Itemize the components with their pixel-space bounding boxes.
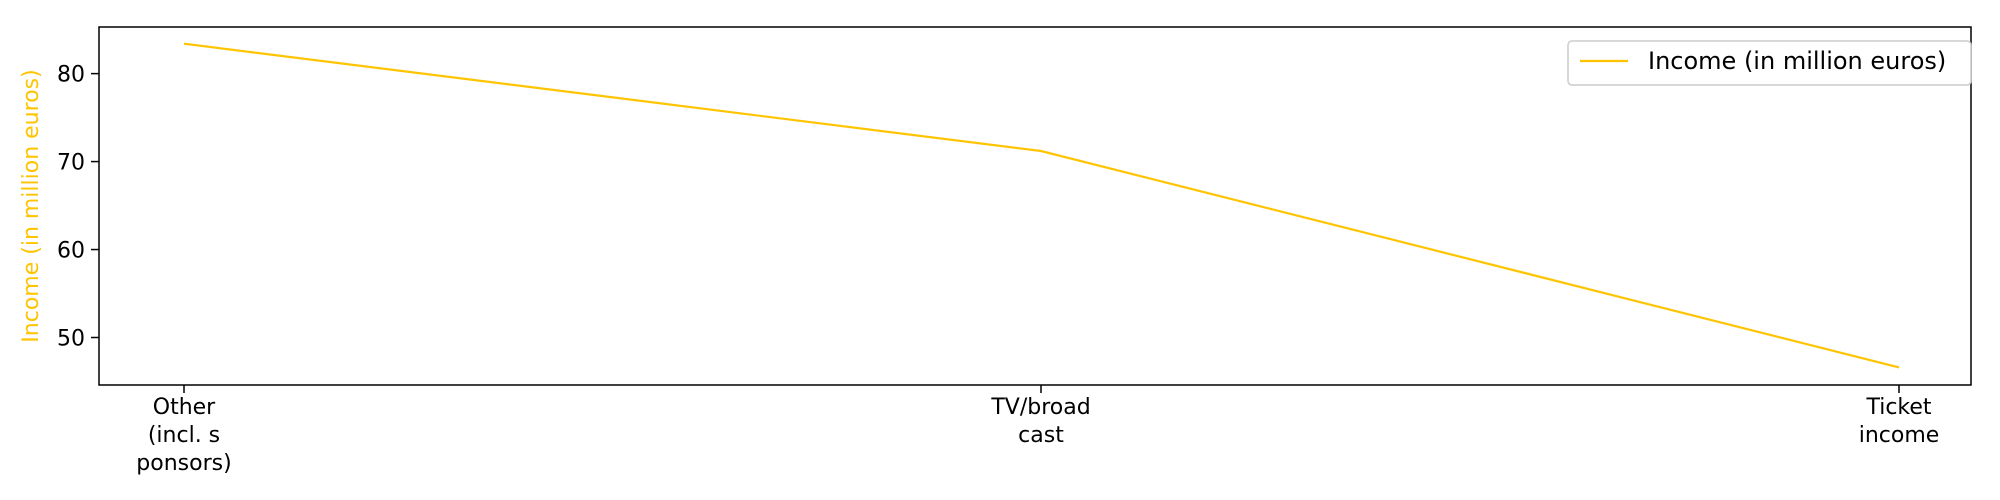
x-tick-label: Ticket income (1859, 395, 1940, 448)
x-tick-label-line: TV/broad (990, 395, 1090, 420)
x-tick-label: TV/broad cast (990, 395, 1090, 448)
y-tick-label: 50 (57, 327, 85, 352)
y-tick-label: 80 (57, 63, 85, 88)
x-tick-label-line: Ticket (1865, 395, 1931, 420)
y-axis-title: Income (in million euros) (19, 69, 44, 342)
x-tick-label-line: Other (153, 395, 216, 420)
y-tick-label: 70 (57, 151, 85, 176)
x-tick-label-line: cast (1018, 423, 1064, 448)
x-tick-label-line: income (1859, 423, 1940, 448)
plot-area (98, 26, 1972, 386)
x-axis-ticks: Other (incl. s ponsors) TV/broad cast Ticket i… (136, 385, 1939, 476)
legend-box (1567, 40, 1972, 86)
legend: Income (in million euros) (1567, 40, 1972, 86)
y-axis-ticks: 50 60 70 80 (57, 63, 99, 352)
y-tick-label: 60 (57, 239, 85, 264)
x-tick-label-line: (incl. s (148, 423, 220, 448)
x-tick-label: Other (incl. s ponsors) (136, 395, 231, 476)
x-tick-label-line: ponsors) (136, 451, 231, 476)
series-line-income (183, 42, 1900, 369)
legend-label: Income (in million euros) (1648, 47, 1946, 75)
